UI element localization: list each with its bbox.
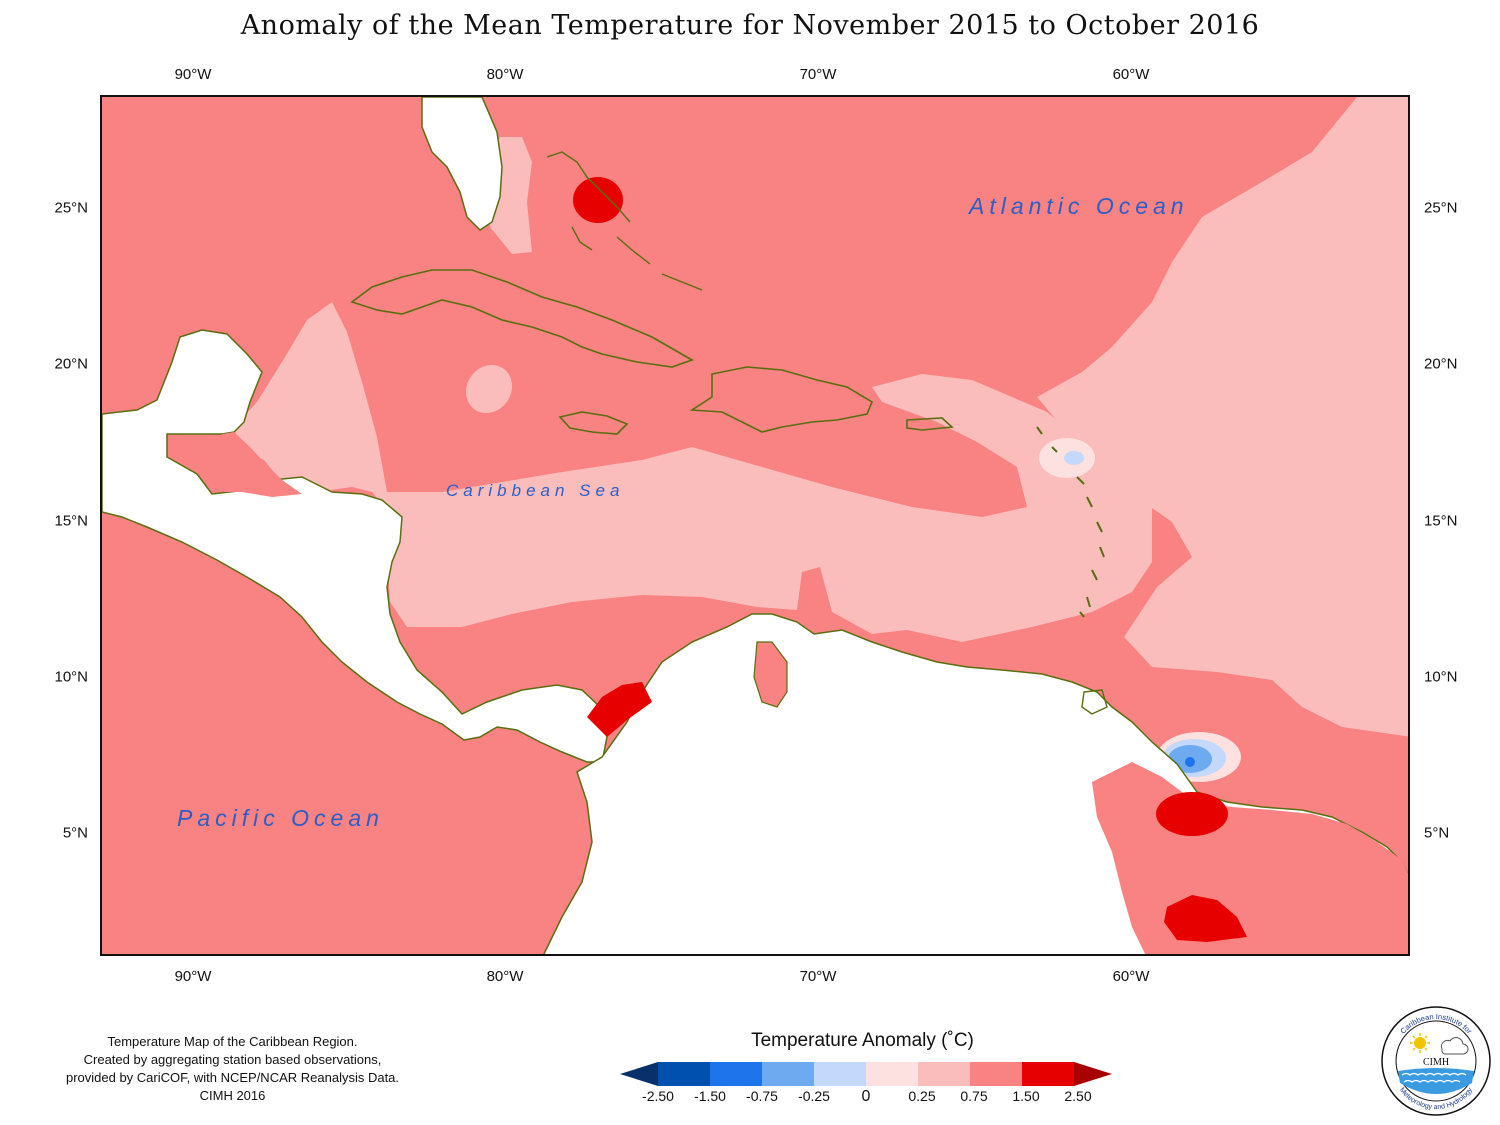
credits-line: Temperature Map of the Caribbean Region. — [107, 1034, 358, 1049]
legend-swatch-neg0-75 — [762, 1062, 814, 1086]
caribbean-light-band — [234, 302, 1152, 642]
lat-tick-right-5n: 5°N — [1424, 824, 1450, 842]
south-guyana-hot-spot — [1164, 895, 1247, 942]
waves-icon — [1398, 1068, 1474, 1094]
lat-tick-left-15n: 15°N — [54, 512, 88, 530]
guyana-coolest-spot — [1185, 757, 1195, 767]
legend-swatch-0 — [866, 1062, 918, 1086]
lat-tick-left-5n: 5°N — [62, 824, 88, 842]
legend-colorbar — [620, 1062, 1112, 1086]
legend-swatch-0-75 — [970, 1062, 1022, 1086]
lon-tick-top-60w: 60°W — [1112, 66, 1150, 83]
sun-icon — [1410, 1033, 1430, 1053]
antilles-cool-patch — [1064, 451, 1084, 465]
lon-tick-bottom-90w: 90°W — [174, 968, 212, 985]
legend-swatch-gt-2-50 — [1074, 1062, 1112, 1086]
central-america-land — [102, 329, 608, 763]
legend-swatch-0-25 — [918, 1062, 970, 1086]
jamaica-coastline — [558, 411, 629, 435]
legend-swatch-neg1-50 — [710, 1062, 762, 1086]
temperature-anomaly-map — [102, 97, 1408, 954]
map-frame: Atlantic Ocean Caribbean Sea Pacific Oce… — [100, 95, 1410, 956]
belize-coastal-patch — [222, 432, 302, 497]
lesser-antilles-islands — [1036, 426, 1105, 618]
legend-label: 0 — [861, 1088, 871, 1105]
lat-tick-left-20n: 20°N — [54, 355, 88, 373]
legend-swatch-lt-neg2-50 — [620, 1062, 658, 1086]
hispaniola-coastline — [689, 366, 874, 433]
legend-title: Temperature Anomaly (˚C) — [751, 1030, 974, 1051]
credits-line: CIMH 2016 — [199, 1088, 266, 1103]
logo-acronym: CIMH — [1423, 1057, 1449, 1068]
guyana-hot-spot — [1156, 792, 1228, 836]
lon-tick-bottom-80w: 80°W — [486, 968, 524, 985]
florida-land — [421, 97, 503, 231]
legend-label: -0.25 — [798, 1088, 830, 1104]
cuba-coastline — [350, 269, 694, 368]
legend-label: 1.50 — [1012, 1088, 1040, 1104]
legend-label: 0.75 — [960, 1088, 988, 1104]
cloud-icon — [1440, 1037, 1469, 1055]
legend-swatch-1-50 — [1022, 1062, 1074, 1086]
trinidad-coastline — [1081, 689, 1108, 715]
atlantic-ocean-label: Atlantic Ocean — [969, 193, 1189, 219]
legend-label: 0.25 — [908, 1088, 936, 1104]
credits-line: Created by aggregating station based obs… — [83, 1052, 382, 1067]
lat-tick-right-15n: 15°N — [1424, 512, 1458, 530]
legend-label: -2.50 — [642, 1088, 674, 1104]
lat-tick-left-10n: 10°N — [54, 668, 88, 686]
bahamas-islands — [546, 151, 703, 291]
paraguana-lake-patch — [753, 641, 788, 708]
bahamas-hot-spot — [573, 177, 623, 223]
legend-swatch-neg2-50 — [658, 1062, 710, 1086]
caribbean-sea-label: Caribbean Sea — [446, 481, 625, 500]
legend-label: -0.75 — [746, 1088, 778, 1104]
lon-tick-top-80w: 80°W — [486, 66, 524, 83]
lon-tick-top-70w: 70°W — [799, 66, 837, 83]
legend-label: 2.50 — [1064, 1088, 1092, 1104]
atlantic-east-light-band — [1037, 97, 1408, 737]
cimh-logo: Caribbean Institute for Meteorology and … — [1381, 1006, 1491, 1116]
lat-tick-right-10n: 10°N — [1424, 668, 1458, 686]
lat-tick-right-20n: 20°N — [1424, 355, 1458, 373]
lat-tick-right-25n: 25°N — [1424, 199, 1458, 217]
puerto-rico-coastline — [906, 417, 954, 431]
cayman-light-patch — [465, 364, 513, 414]
credits-line: provided by CariCOF, with NCEP/NCAR Rean… — [65, 1070, 400, 1085]
lat-tick-left-25n: 25°N — [54, 199, 88, 217]
lon-tick-bottom-70w: 70°W — [799, 968, 837, 985]
lon-tick-top-90w: 90°W — [174, 66, 212, 83]
map-title: Anomaly of the Mean Temperature for Nove… — [240, 10, 1260, 41]
lon-tick-bottom-60w: 60°W — [1112, 968, 1150, 985]
legend-label: -1.50 — [694, 1088, 726, 1104]
pacific-ocean-label: Pacific Ocean — [177, 805, 384, 831]
colombia-hot-spot — [587, 682, 652, 737]
map-credits: Temperature Map of the Caribbean Region.… — [20, 1033, 445, 1105]
legend-swatch-neg0-25 — [814, 1062, 866, 1086]
